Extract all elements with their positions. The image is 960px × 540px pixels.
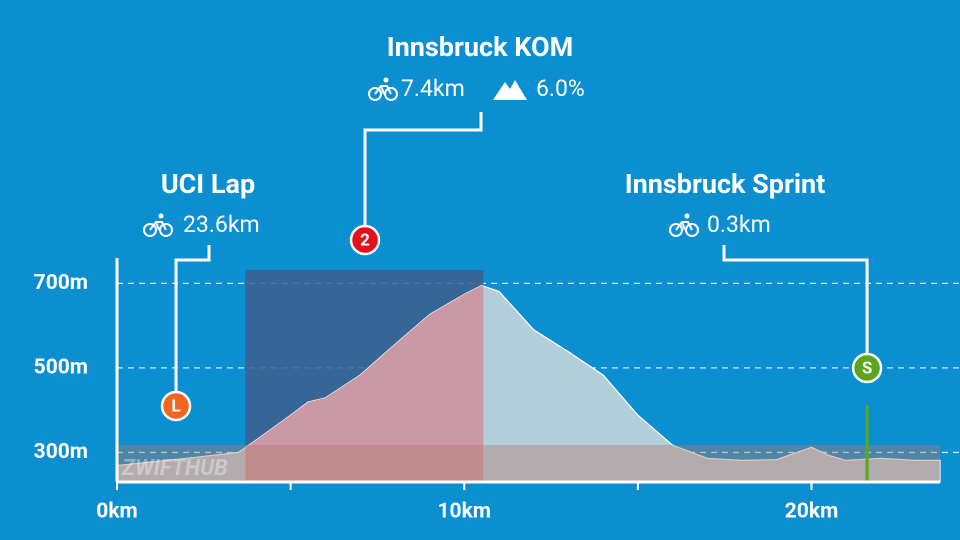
annotation-gradient: 6.0% — [536, 75, 585, 102]
badge-label: 2 — [360, 230, 370, 250]
annotation-title: Innsbruck Sprint — [625, 168, 826, 200]
frame — [374, 85, 392, 95]
wheel — [685, 223, 699, 237]
mountain-icon — [493, 80, 527, 100]
badge-label: L — [171, 396, 180, 416]
bike-icon — [669, 213, 699, 237]
wheel — [669, 223, 683, 237]
rider-head — [684, 213, 690, 219]
annotation-distance: 7.4km — [401, 75, 465, 102]
wheel — [143, 223, 157, 237]
annotation-distance: 23.6km — [183, 211, 260, 238]
annotation-title: UCI Lap — [161, 168, 255, 200]
segment-area — [245, 285, 484, 482]
bike-icon — [143, 213, 173, 237]
annotation-title: Innsbruck KOM — [387, 31, 573, 63]
badge — [160, 390, 192, 422]
wheel — [159, 223, 173, 237]
rider-head — [158, 213, 164, 219]
lap-band — [117, 445, 940, 482]
frame — [149, 221, 167, 231]
connector — [722, 245, 869, 354]
watermark: ZWIFTHUB — [121, 456, 228, 481]
badge-label: S — [862, 358, 872, 378]
connector — [174, 245, 211, 394]
x-tick-label: 10km — [437, 500, 491, 524]
x-tick-label: 0km — [96, 500, 137, 524]
annotation-distance: 0.3km — [707, 211, 771, 238]
y-tick-label: 700m — [34, 271, 88, 295]
badge — [349, 224, 381, 256]
connector — [363, 112, 483, 226]
wheel — [384, 87, 398, 101]
badge — [851, 352, 883, 384]
y-tick-label: 300m — [34, 440, 88, 464]
bike-icon — [368, 77, 398, 101]
rider-head — [383, 77, 389, 83]
y-tick-label: 500m — [34, 355, 88, 379]
frame — [675, 221, 693, 231]
wheel — [368, 87, 382, 101]
x-tick-label: 20km — [785, 500, 839, 524]
